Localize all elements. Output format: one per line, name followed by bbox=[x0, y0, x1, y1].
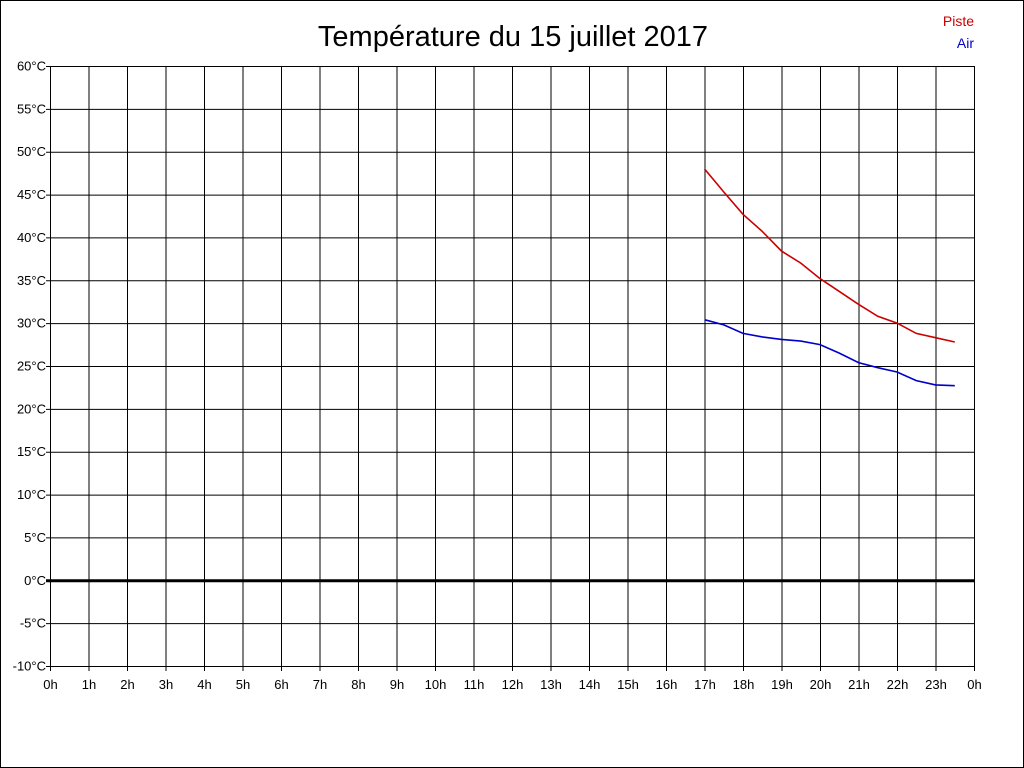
x-tick-label: 23h bbox=[925, 677, 947, 692]
x-tick-label: 11h bbox=[464, 677, 485, 692]
y-tick-label: 45°C bbox=[17, 187, 46, 202]
x-tick-label: 20h bbox=[810, 677, 832, 692]
series-lines bbox=[703, 168, 955, 387]
x-tick-label: 10h bbox=[425, 677, 447, 692]
x-tick-label: 15h bbox=[617, 677, 639, 692]
x-tick-label: 19h bbox=[771, 677, 793, 692]
x-tick-label: 0h bbox=[43, 677, 57, 692]
y-tick-label: 60°C bbox=[17, 59, 46, 74]
y-tick-label: 50°C bbox=[17, 144, 46, 159]
x-tick-label: 8h bbox=[351, 677, 365, 692]
legend: Piste Air bbox=[943, 13, 974, 51]
legend-item-piste: Piste bbox=[943, 13, 974, 29]
x-tick-label: 6h bbox=[274, 677, 288, 692]
y-tick-label: 10°C bbox=[17, 487, 46, 502]
y-tick-label: 30°C bbox=[17, 316, 46, 331]
x-tick-label: 13h bbox=[540, 677, 562, 692]
x-tick-label: 1h bbox=[82, 677, 96, 692]
legend-item-air: Air bbox=[957, 35, 974, 51]
y-tick-label: 15°C bbox=[17, 444, 46, 459]
y-tick-label: 0°C bbox=[24, 573, 46, 588]
x-tick-label: 17h bbox=[694, 677, 716, 692]
x-tick-label: 0h bbox=[967, 677, 981, 692]
y-tick-label: 5°C bbox=[24, 530, 46, 545]
y-tick-label: 40°C bbox=[17, 230, 46, 245]
x-tick-label: 4h bbox=[197, 677, 211, 692]
y-tick-label: 25°C bbox=[17, 359, 46, 374]
series-line-air bbox=[704, 318, 955, 387]
x-tick-label: 18h bbox=[733, 677, 755, 692]
x-tick-label: 2h bbox=[120, 677, 134, 692]
x-tick-label: 12h bbox=[502, 677, 524, 692]
x-tick-label: 21h bbox=[848, 677, 870, 692]
x-tick-label: 7h bbox=[313, 677, 327, 692]
series-line-piste bbox=[703, 168, 955, 343]
x-tick-label: 16h bbox=[656, 677, 678, 692]
x-tick-label: 22h bbox=[887, 677, 909, 692]
x-tick-label: 9h bbox=[390, 677, 404, 692]
x-tick-label: 5h bbox=[236, 677, 250, 692]
y-tick-label: 55°C bbox=[17, 101, 46, 116]
x-tick-label: 14h bbox=[579, 677, 601, 692]
tick-labels: 0h 1h 2h 3h 4h 5h 6h 7h 8h 9h 10h 11h 12h 13h 14h 15h 16… bbox=[13, 59, 982, 693]
grid bbox=[46, 66, 975, 671]
y-tick-label: -5°C bbox=[20, 616, 46, 631]
y-tick-label: -10°C bbox=[13, 659, 46, 674]
x-tick-label: 3h bbox=[159, 677, 173, 692]
y-tick-label: 35°C bbox=[17, 273, 46, 288]
y-tick-label: 20°C bbox=[17, 401, 46, 416]
chart-title: Température du 15 juillet 2017 bbox=[318, 21, 708, 53]
